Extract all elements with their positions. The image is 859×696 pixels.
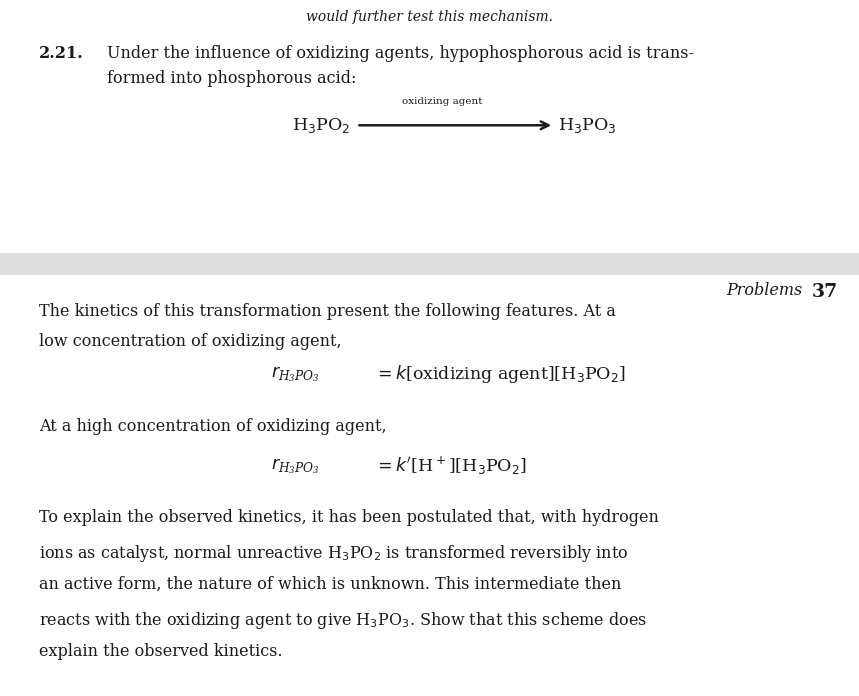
Text: To explain the observed kinetics, it has been postulated that, with hydrogen: To explain the observed kinetics, it has… [39,509,659,526]
Text: H$_3$PO$_3$: H$_3$PO$_3$ [558,116,617,135]
Bar [0,253,859,275]
Text: formed into phosphorous acid:: formed into phosphorous acid: [107,70,356,86]
Text: $r_{\mathregular{H_3PO_3}}$: $r_{\mathregular{H_3PO_3}}$ [271,364,320,383]
Text: The kinetics of this transformation present the following features. At a: The kinetics of this transformation pres… [39,303,616,319]
Text: $= k$[oxidizing agent][H$_3$PO$_2$]: $= k$[oxidizing agent][H$_3$PO$_2$] [374,363,625,385]
Text: $r_{\mathregular{H_3PO_3}}$: $r_{\mathregular{H_3PO_3}}$ [271,457,320,476]
Text: 2.21.: 2.21. [39,45,83,62]
Text: Problems: Problems [726,282,802,299]
Text: explain the observed kinetics.: explain the observed kinetics. [39,643,283,660]
Text: Under the influence of oxidizing agents, hypophosphorous acid is trans-: Under the influence of oxidizing agents,… [107,45,694,62]
Text: H$_3$PO$_2$: H$_3$PO$_2$ [292,116,350,135]
Text: At a high concentration of oxidizing agent,: At a high concentration of oxidizing age… [39,418,387,434]
Text: an active form, the nature of which is unknown. This intermediate then: an active form, the nature of which is u… [39,576,621,593]
Text: would further test this mechanism.: would further test this mechanism. [306,10,553,24]
Text: ions as catalyst, normal unreactive H$_3$PO$_2$ is transformed reversibly into: ions as catalyst, normal unreactive H$_3… [39,543,628,564]
Text: 37: 37 [812,283,838,301]
Text: reacts with the oxidizing agent to give H$_3$PO$_3$. Show that this scheme does: reacts with the oxidizing agent to give … [39,610,647,631]
Text: low concentration of oxidizing agent,: low concentration of oxidizing agent, [39,333,341,349]
Text: oxidizing agent: oxidizing agent [402,97,483,106]
Text: $= k'$[H$^+$][H$_3$PO$_2$]: $= k'$[H$^+$][H$_3$PO$_2$] [374,455,527,477]
